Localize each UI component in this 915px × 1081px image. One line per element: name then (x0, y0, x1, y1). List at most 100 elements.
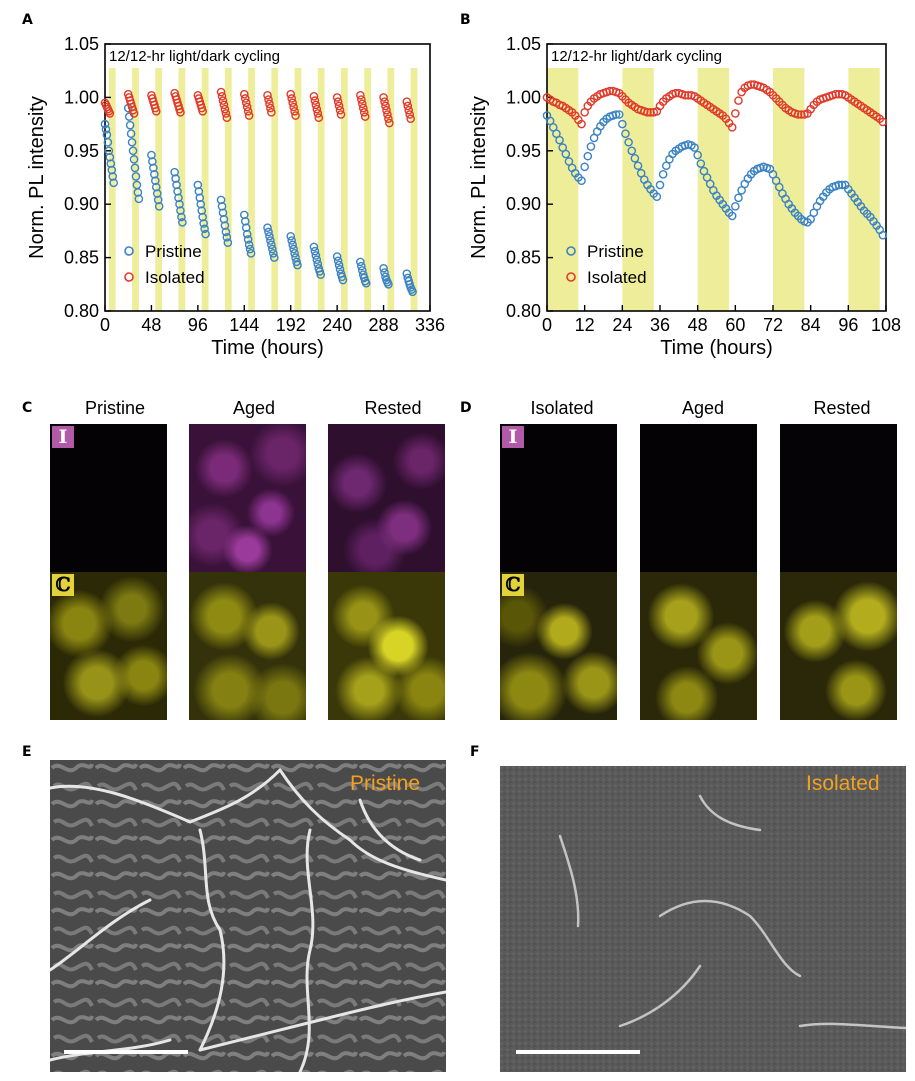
point-pristine (265, 231, 274, 241)
point-isolated (216, 87, 226, 97)
legend-label-isolated: Isolated (145, 268, 205, 287)
point-pristine (290, 249, 299, 258)
x-tick-label: 24 (612, 315, 632, 335)
point-isolated (129, 109, 139, 118)
point-pristine (109, 178, 119, 188)
x-tick-label: 60 (725, 315, 745, 335)
y-tick-label: 1.00 (64, 87, 99, 107)
point-isolated (311, 100, 321, 110)
point-isolated (402, 97, 412, 106)
legend-label-isolated: Isolated (587, 268, 647, 287)
point-pristine (178, 218, 187, 227)
x-tick-label: 36 (650, 315, 670, 335)
point-pristine (555, 135, 564, 145)
x-tick-label: 144 (229, 315, 259, 335)
point-isolated (310, 96, 320, 105)
point-isolated (334, 101, 344, 111)
y-tick-label: 0.85 (506, 248, 541, 268)
y-tick-label: 1.05 (506, 34, 541, 54)
point-isolated (222, 113, 232, 122)
x-axis-label-a: Time (hours) (211, 337, 324, 359)
sem-label-pristine: Pristine (350, 772, 421, 795)
point-isolated (291, 111, 300, 120)
point-pristine (658, 169, 668, 179)
point-isolated (406, 114, 415, 124)
point-isolated (727, 123, 737, 132)
panel-letter-a: A (22, 12, 33, 28)
scale-bar-f (516, 1050, 640, 1054)
point-pristine (380, 268, 389, 277)
channel-badge-d-c: ℂ (502, 574, 524, 596)
point-pristine (618, 119, 627, 129)
point-isolated (731, 109, 740, 118)
y-tick-label: 0.90 (506, 194, 541, 214)
point-pristine (561, 149, 571, 159)
light-band-13 (387, 68, 395, 311)
point-isolated (381, 101, 390, 111)
y-tick-label: 0.80 (64, 301, 99, 321)
point-pristine (222, 233, 232, 242)
point-isolated (734, 96, 743, 105)
legend-marker-pristine (566, 246, 576, 256)
point-pristine (408, 287, 417, 297)
point-isolated (287, 94, 296, 103)
y-tick-label: 0.90 (64, 194, 99, 214)
point-pristine (199, 219, 208, 228)
scale-bar-e (64, 1050, 188, 1054)
point-pristine (242, 229, 252, 239)
map-title-c-2: Aged (232, 398, 276, 418)
point-isolated (646, 108, 655, 117)
point-isolated (404, 105, 414, 115)
point-pristine (586, 142, 596, 151)
point-pristine (264, 227, 273, 237)
light-band-12 (364, 68, 371, 311)
light-band-8 (271, 68, 279, 311)
map-c-pristine-c (50, 572, 167, 720)
point-isolated (796, 110, 806, 119)
point-isolated (264, 95, 273, 104)
point-isolated (309, 92, 319, 101)
plot-frame-b (546, 43, 887, 312)
point-pristine (221, 227, 231, 237)
point-isolated (314, 113, 324, 122)
map-d-aged-c (640, 572, 757, 720)
annotation-b: 12/12-hr light/dark cycling (551, 48, 722, 65)
map-c-aged-c (189, 572, 306, 720)
channel-badge-c-i: I (52, 426, 74, 448)
point-isolated (680, 90, 690, 100)
point-isolated (335, 105, 345, 115)
y-tick-label: 0.80 (506, 301, 541, 321)
light-band-4 (178, 68, 186, 311)
map-d-rested-i (780, 424, 897, 572)
point-pristine (100, 119, 110, 129)
channel-badge-c-i-label: I (58, 426, 68, 448)
chart-b: 0 12 24 36 48 60 72 84 96 108 0.80 0.85 0.90 0.95 1.00… (468, 34, 901, 359)
point-pristine (289, 244, 298, 254)
light-band-1 (108, 68, 116, 311)
point-isolated (198, 106, 207, 116)
point-isolated (242, 102, 252, 112)
point-pristine (131, 172, 141, 181)
channel-badge-c-c: ℂ (52, 574, 74, 596)
point-pristine (201, 229, 210, 239)
point-pristine (312, 255, 322, 265)
point-pristine (245, 244, 255, 254)
point-pristine (154, 202, 164, 211)
point-pristine (361, 278, 371, 288)
point-isolated (356, 90, 365, 100)
point-pristine (309, 242, 319, 252)
point-pristine (834, 180, 844, 190)
y-tick-label: 1.05 (64, 34, 99, 54)
point-isolated (383, 110, 392, 119)
map-title-d-3: Rested (813, 398, 871, 418)
point-pristine (291, 253, 300, 262)
point-pristine (878, 230, 888, 240)
point-pristine (611, 110, 621, 119)
point-isolated (380, 97, 389, 106)
x-tick-label: 0 (100, 315, 110, 335)
point-pristine (577, 176, 586, 186)
light-band-10 (317, 68, 325, 311)
channel-badge-d-c-label: ℂ (505, 574, 521, 596)
point-isolated (834, 89, 844, 99)
map-title-c-3: Rested (364, 398, 422, 418)
